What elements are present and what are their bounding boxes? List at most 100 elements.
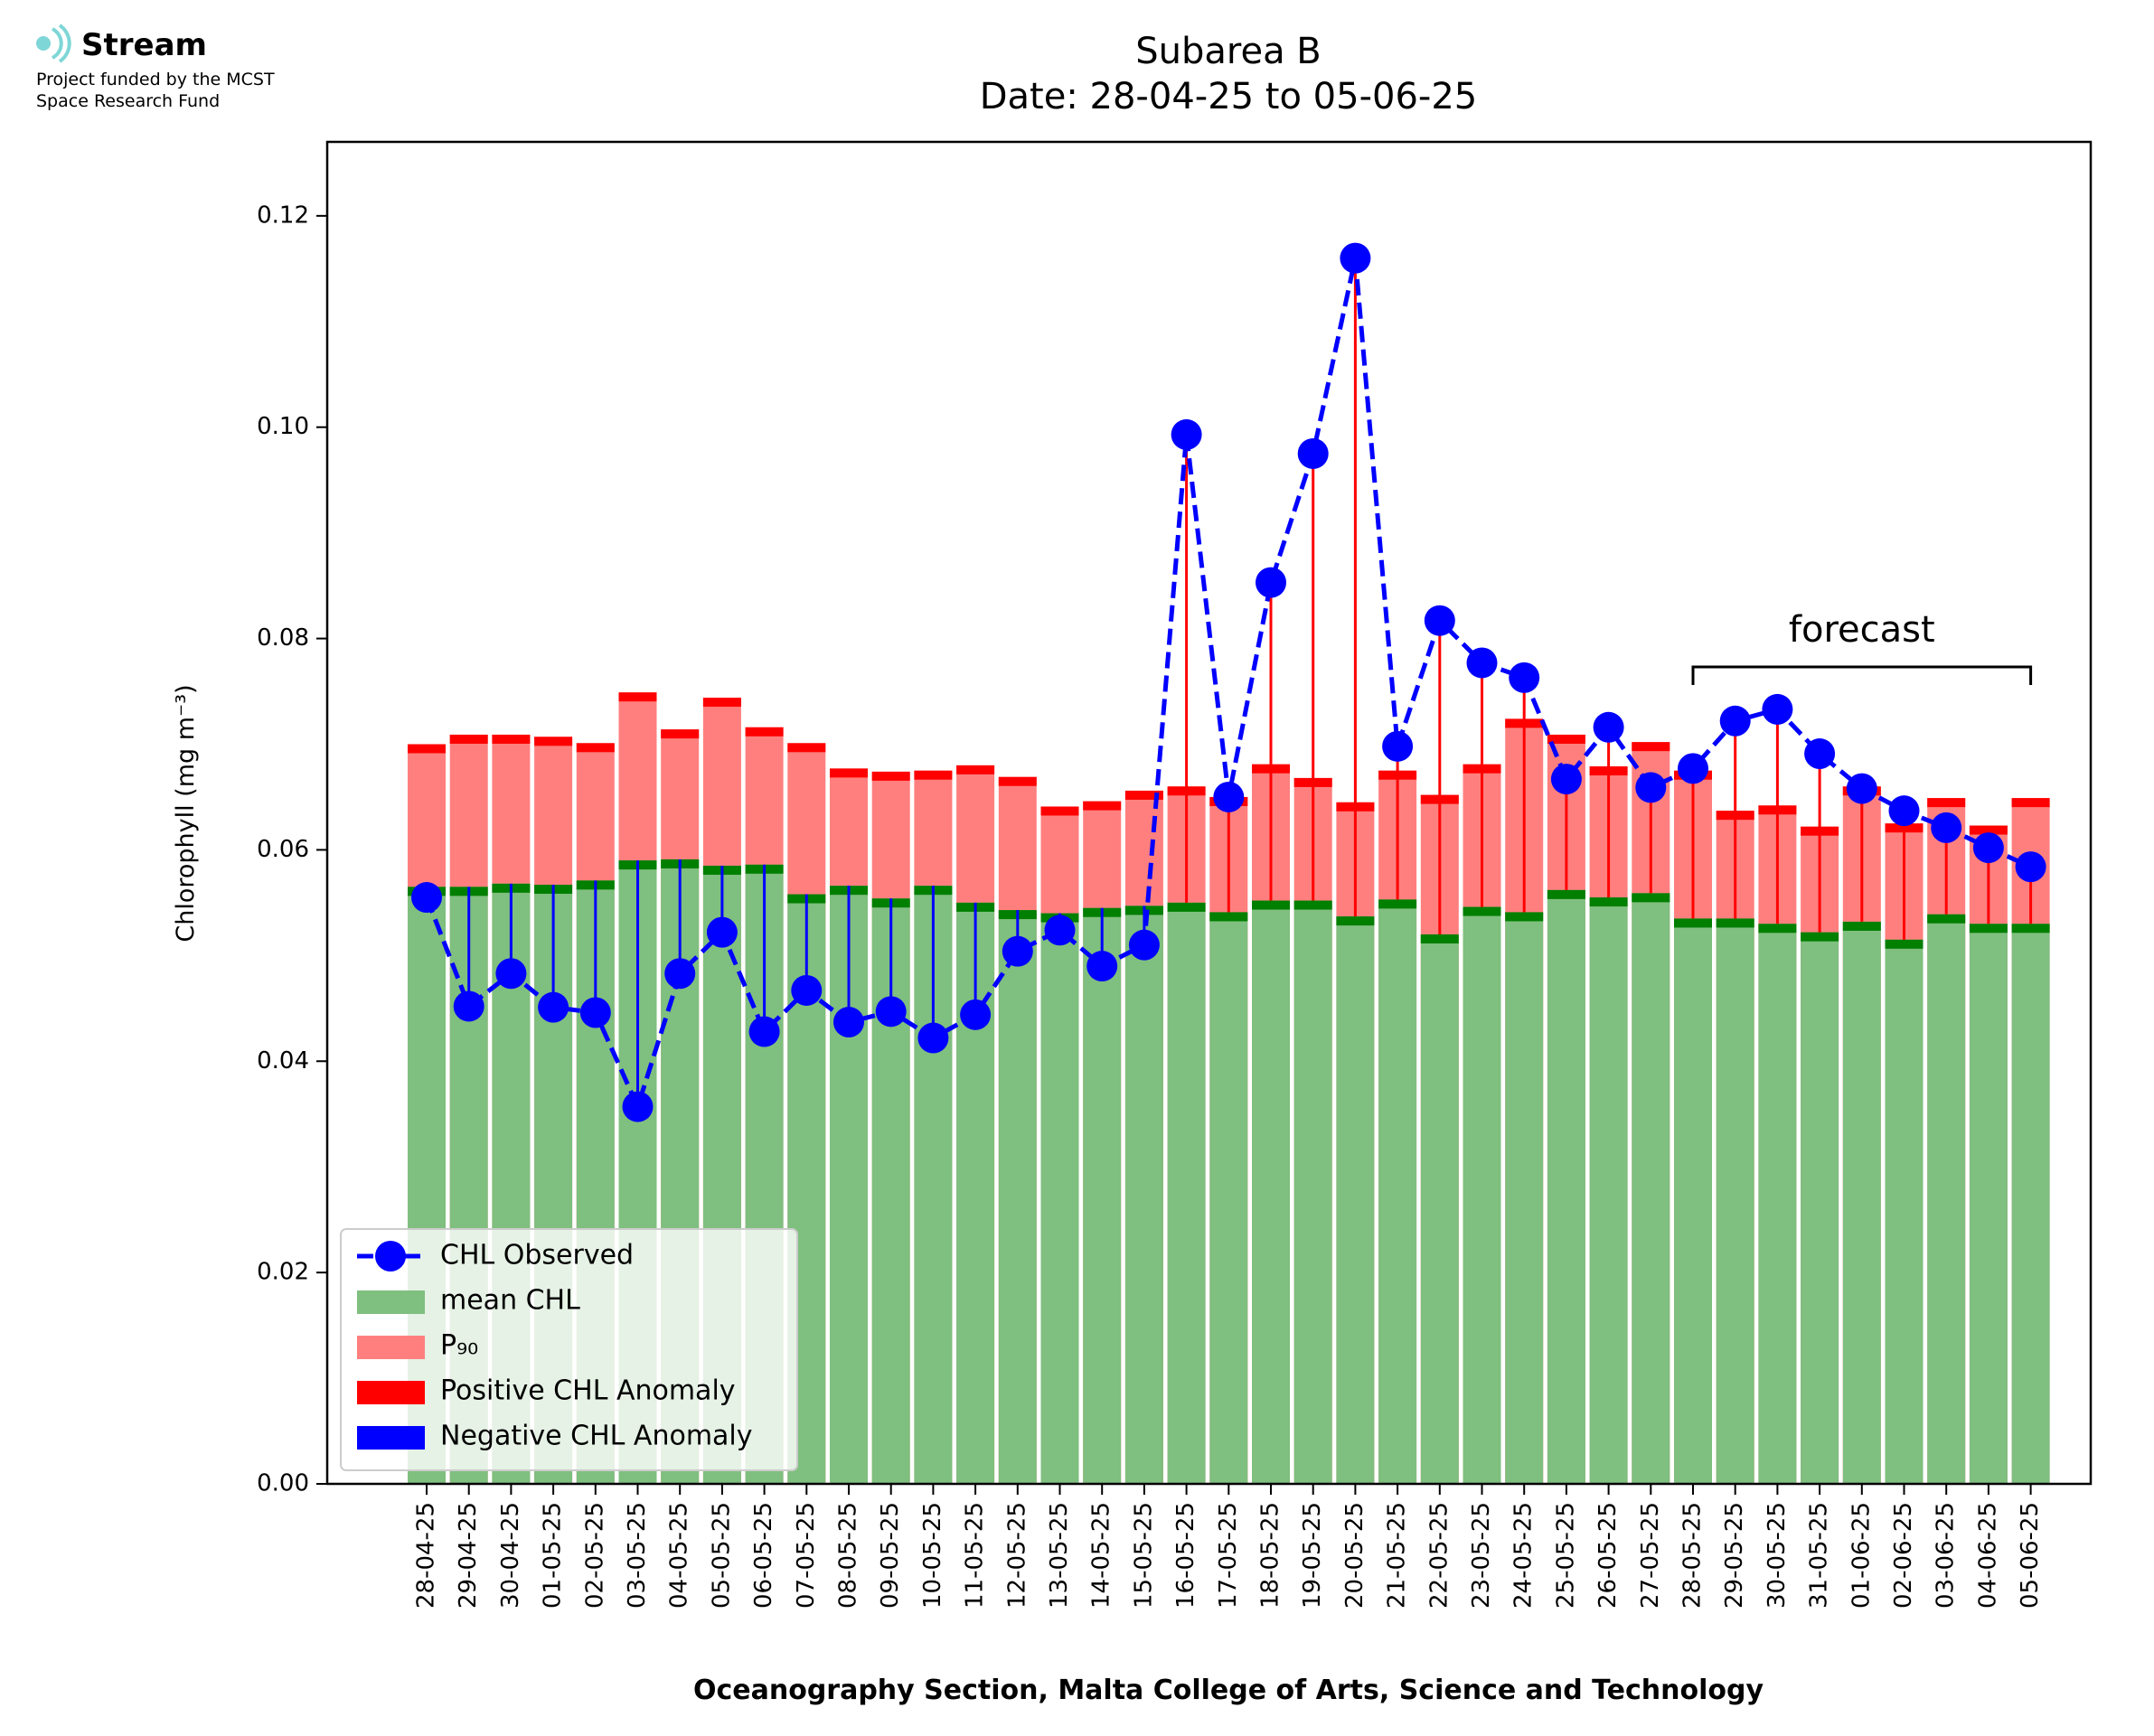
observed-point	[917, 1022, 949, 1054]
mean-bar	[1083, 907, 1122, 1484]
p90-cap	[492, 734, 531, 744]
x-tick-label: 03-05-25	[624, 1502, 651, 1609]
observed-point	[2015, 851, 2046, 883]
p90-cap	[1547, 734, 1585, 744]
observed-point	[1466, 647, 1498, 679]
observed-point	[1171, 418, 1202, 450]
mean-cap	[1209, 912, 1248, 922]
mean-bar	[1589, 897, 1628, 1484]
x-tick-label: 28-04-25	[413, 1502, 440, 1609]
observed-point	[411, 882, 442, 914]
p90-cap	[914, 770, 953, 780]
legend: CHL Observed mean CHL P₉₀ Positive CHL Anom…	[340, 1228, 798, 1471]
legend-swatch-negative	[357, 1426, 425, 1450]
x-tick-label: 30-05-25	[1764, 1502, 1791, 1609]
p90-cap	[745, 727, 784, 737]
y-tick-label: 0.04	[257, 1047, 309, 1074]
x-tick-label: 11-05-25	[962, 1502, 989, 1609]
mean-cap	[1252, 900, 1290, 910]
x-tick-label: 07-05-25	[793, 1502, 820, 1609]
x-tick-label: 04-06-25	[1974, 1502, 2001, 1609]
x-tick-label: 03-06-25	[1933, 1502, 1960, 1609]
observed-point	[1635, 772, 1667, 803]
observed-point	[706, 916, 738, 948]
observed-point	[1550, 764, 1582, 795]
mean-bar	[1674, 918, 1712, 1484]
legend-label: Negative CHL Anomaly	[440, 1421, 753, 1452]
x-tick-label: 14-05-25	[1088, 1502, 1115, 1609]
x-tick-label: 10-05-25	[919, 1502, 946, 1609]
p90-cap	[618, 692, 657, 702]
anomaly-stem-layer	[425, 258, 2033, 1107]
observed-point	[1256, 567, 1286, 598]
p90-cap	[1083, 801, 1122, 811]
mean-bar	[1209, 912, 1248, 1484]
observed-point	[1002, 935, 1033, 967]
observed-point	[1804, 738, 1836, 770]
observed-point	[495, 958, 527, 990]
mean-bar	[998, 910, 1037, 1484]
observed-point	[960, 999, 992, 1030]
observed-point	[1044, 915, 1076, 946]
p90-cap	[787, 743, 826, 753]
x-tick-label: 17-05-25	[1215, 1502, 1242, 1609]
y-tick-label: 0.00	[257, 1470, 309, 1497]
p90-cap	[449, 734, 488, 744]
mean-bar	[1505, 912, 1544, 1484]
x-tick-label: 02-05-25	[581, 1502, 608, 1609]
mean-bar	[1842, 921, 1881, 1484]
x-tick-label: 04-05-25	[666, 1502, 693, 1609]
p90-cap	[956, 765, 995, 774]
observed-point	[1382, 730, 1414, 762]
x-tick-label: 19-05-25	[1299, 1502, 1326, 1609]
p90-cap	[2011, 798, 2050, 808]
observed-point	[1931, 812, 1962, 843]
x-ticks: 28-04-25 29-04-25 30-04-25 01-05-25 02-05-25…	[413, 1484, 2044, 1609]
mean-cap	[1547, 889, 1585, 899]
observed-point	[664, 958, 696, 990]
observed-line-layer	[411, 242, 2046, 1122]
mean-cap	[1842, 921, 1881, 931]
observed-point	[1086, 951, 1118, 982]
p90-cap	[871, 771, 910, 781]
observed-point	[875, 996, 907, 1028]
observed-point	[1762, 693, 1793, 725]
x-tick-label: 21-05-25	[1384, 1502, 1411, 1609]
observed-point	[1972, 832, 2004, 864]
observed-point	[538, 991, 569, 1023]
logo-subtitle-line-2: Space Research Fund	[36, 91, 221, 111]
x-tick-label: 06-05-25	[750, 1502, 777, 1609]
x-tick-label: 31-05-25	[1806, 1502, 1833, 1609]
x-tick-label: 05-06-25	[2017, 1502, 2044, 1609]
mean-bar	[1547, 889, 1585, 1484]
mean-cap	[1463, 906, 1501, 916]
mean-cap	[1801, 932, 1839, 942]
legend-swatch-mean	[357, 1290, 425, 1314]
mean-bar	[1801, 932, 1839, 1484]
p90-cap	[702, 698, 741, 708]
observed-point	[1888, 795, 1920, 827]
x-tick-label: 16-05-25	[1172, 1502, 1199, 1609]
x-tick-label: 24-05-25	[1510, 1502, 1538, 1609]
x-tick-label: 12-05-25	[1003, 1502, 1030, 1609]
p90-cap	[661, 729, 700, 739]
observed-point	[1340, 242, 1371, 274]
mean-cap	[1167, 902, 1206, 912]
x-tick-label: 18-05-25	[1257, 1502, 1284, 1609]
p90-cap	[1927, 798, 1966, 808]
observed-point	[1846, 773, 1877, 804]
forecast-bracket: forecast	[1691, 609, 2033, 685]
p90-cap	[1969, 825, 2008, 835]
x-tick-label: 02-06-25	[1890, 1502, 1917, 1609]
p90-cap	[998, 776, 1037, 786]
y-ticks: 0.00 0.02 0.04 0.06 0.08 0.10 0.12	[257, 202, 327, 1497]
mean-cap	[1674, 918, 1712, 928]
observed-point	[1509, 662, 1540, 693]
observed-point	[1297, 437, 1329, 469]
observed-point	[1213, 781, 1245, 812]
mean-bar	[1927, 914, 1966, 1484]
p90-cap	[830, 768, 868, 778]
logo-subtitle: Project funded by the MCST Space Researc…	[36, 69, 275, 112]
mean-bar	[1420, 934, 1459, 1484]
y-tick-label: 0.08	[257, 624, 309, 652]
